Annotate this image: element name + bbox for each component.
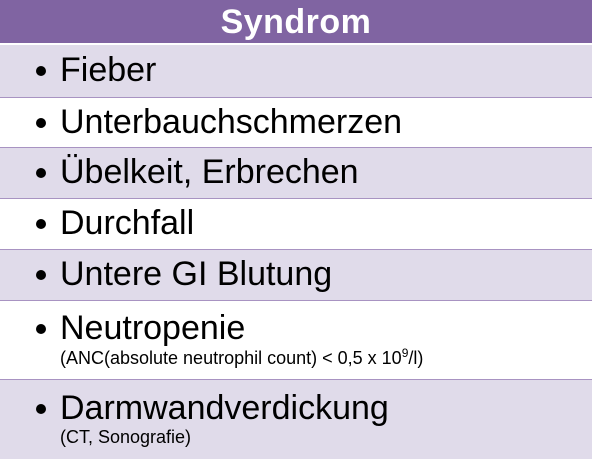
table-row: Durchfall [0, 199, 592, 250]
bullet-icon [36, 219, 46, 229]
bullet-icon [36, 270, 46, 280]
row-label: Darmwandverdickung [60, 389, 389, 428]
table-row: Untere GI Blutung [0, 250, 592, 301]
bullet-icon [36, 168, 46, 178]
table-header: Syndrom [0, 0, 592, 45]
bullet-icon [36, 117, 46, 128]
bullet-icon [36, 404, 46, 415]
row-label: Durchfall [60, 204, 195, 243]
table-row: Unterbauchschmerzen [0, 98, 592, 148]
bullet-icon [36, 324, 46, 335]
row-label: Fieber [60, 51, 157, 90]
table-row: Fieber [0, 45, 592, 98]
sub-prefix: (ANC(absolute neutrophil count) < 0,5 x … [60, 348, 402, 368]
row-sublabel: (ANC(absolute neutrophil count) < 0,5 x … [36, 346, 592, 369]
sub-suffix: /l) [408, 348, 424, 368]
bullet-icon [36, 66, 46, 76]
table-row: Übelkeit, Erbrechen [0, 148, 592, 199]
row-sublabel: (CT, Sonografie) [60, 427, 192, 447]
row-label: Übelkeit, Erbrechen [60, 153, 359, 192]
row-label: Untere GI Blutung [60, 255, 333, 294]
table-row: Neutropenie (ANC(absolute neutrophil cou… [0, 301, 592, 380]
sub-superscript: 9 [401, 346, 409, 360]
row-label: Unterbauchschmerzen [60, 102, 403, 141]
table-row: Darmwandverdickung (CT, Sonografie) [0, 380, 592, 459]
header-title: Syndrom [220, 2, 372, 41]
row-label: Neutropenie [60, 309, 246, 348]
